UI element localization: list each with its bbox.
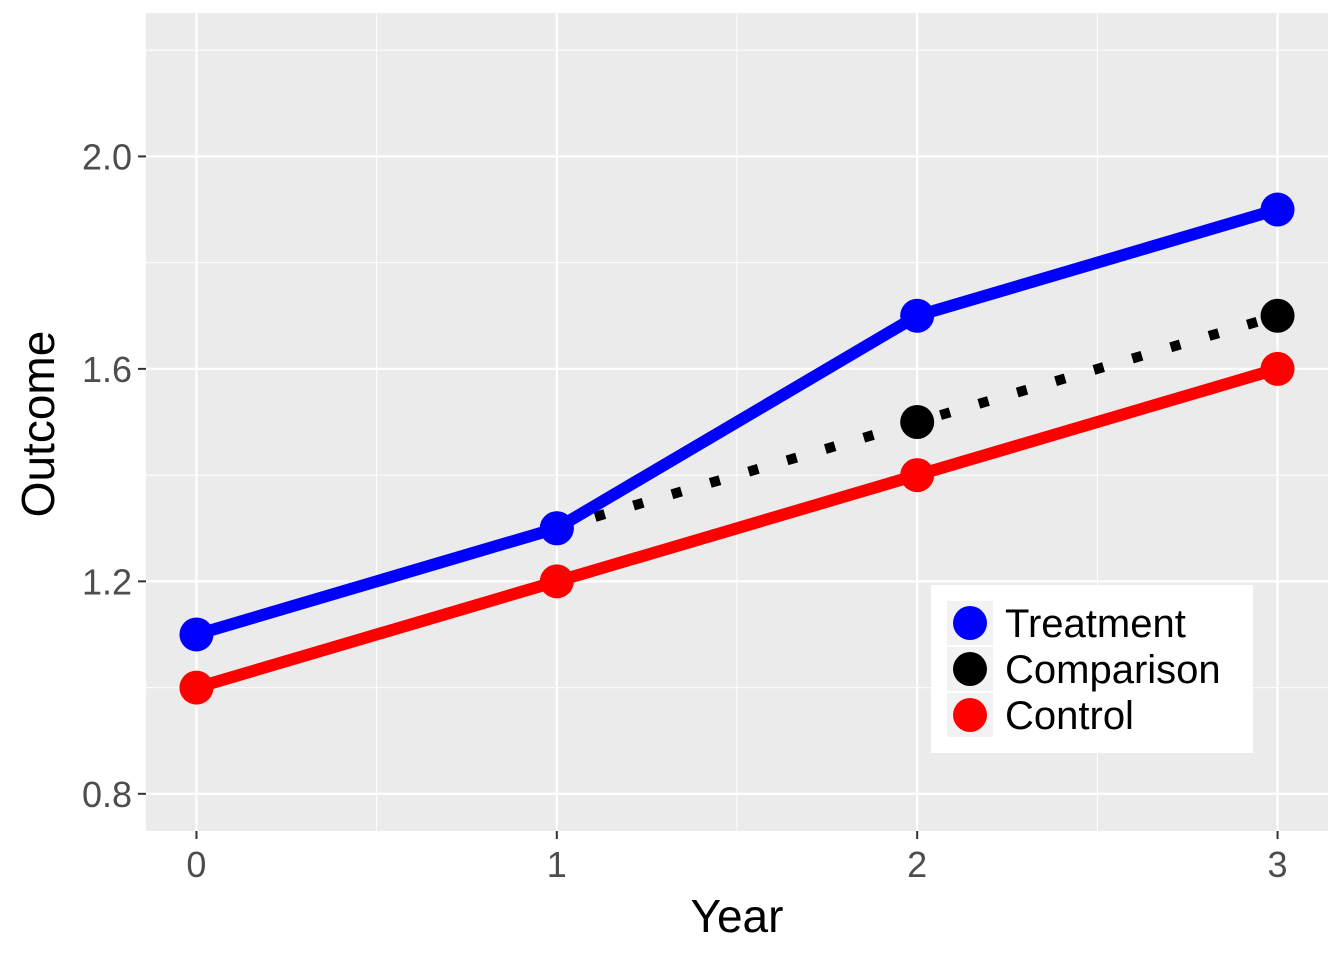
x-tick-label: 2 (907, 844, 927, 885)
legend-label-comparison: Comparison (1005, 648, 1221, 692)
data-point-treatment (1260, 192, 1295, 227)
x-tick-label: 3 (1268, 844, 1288, 885)
series-line-comparison (555, 311, 1279, 533)
x-tick-label: 0 (186, 844, 206, 885)
x-axis-title: Year (691, 890, 784, 942)
data-point-treatment (900, 298, 935, 333)
legend-swatch-comparison (953, 652, 987, 686)
data-point-control (179, 670, 214, 705)
x-axis-ticks: 0 1 2 3 (186, 831, 1288, 885)
data-point-control (900, 458, 935, 493)
legend-swatch-control (953, 698, 987, 732)
grid-lines (146, 13, 1328, 831)
series-line-treatment (190, 203, 1284, 641)
y-tick-label: 2.0 (82, 136, 132, 177)
data-point-treatment (179, 617, 214, 652)
data-point-comparison (900, 405, 935, 439)
data-point-treatment (539, 511, 574, 546)
series-layer (179, 192, 1295, 705)
legend-label-treatment: Treatment (1005, 602, 1186, 646)
series-line-control (190, 362, 1284, 694)
y-axis-title: Outcome (12, 331, 64, 518)
y-tick-label: 0.8 (82, 774, 132, 815)
data-point-comparison (1260, 298, 1295, 333)
y-tick-label: 1.2 (82, 561, 132, 602)
data-point-control (1260, 351, 1295, 386)
y-axis-ticks: 0.8 1.2 1.6 2.0 (82, 136, 146, 815)
legend-swatch-treatment (953, 606, 987, 640)
x-tick-label: 1 (547, 844, 567, 885)
y-tick-label: 1.6 (82, 349, 132, 390)
data-point-control (539, 564, 574, 599)
legend-label-control: Control (1005, 694, 1134, 738)
